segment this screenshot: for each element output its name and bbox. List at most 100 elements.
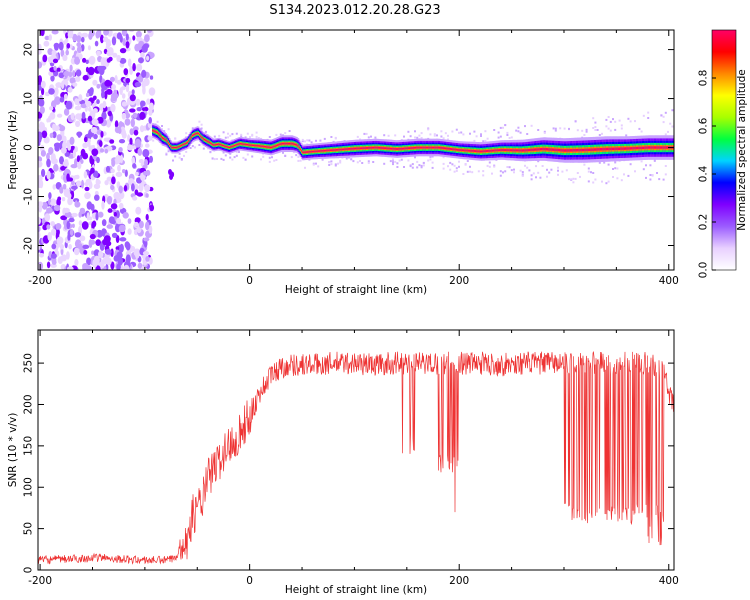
spectrogram-ridge-cell bbox=[232, 145, 235, 147]
spectrogram-ridge-cell bbox=[453, 148, 455, 151]
spectrogram-noise-point bbox=[143, 237, 150, 242]
spectrogram-halo-point bbox=[526, 166, 529, 169]
spectrogram-ridge-cell bbox=[527, 149, 530, 152]
spectrogram-halo-point bbox=[669, 122, 672, 125]
spectrogram-halo-point bbox=[596, 129, 599, 131]
spectrogram-ridge-cell bbox=[251, 144, 254, 146]
spectrogram-noise-point bbox=[93, 183, 101, 190]
snr-xtick-label: 0 bbox=[246, 575, 253, 587]
spectrogram-halo-point bbox=[603, 161, 606, 164]
spectrogram-noise-point bbox=[70, 112, 75, 121]
spectrogram-ridge-cell bbox=[542, 147, 544, 151]
spectrogram-noise-point bbox=[113, 211, 118, 217]
spectrogram-noise-point bbox=[88, 55, 96, 65]
spectrogram-ridge-cell bbox=[322, 150, 325, 152]
spectrogram-halo-point bbox=[530, 124, 533, 127]
spectrogram-noise-point bbox=[129, 137, 133, 146]
spectrogram-halo-point bbox=[191, 145, 194, 148]
spectrogram-halo-point bbox=[587, 167, 590, 170]
spectrogram-ridge-cell bbox=[244, 143, 247, 146]
spectrogram-ridge-cell bbox=[249, 144, 251, 146]
spectrogram-ridge-cell bbox=[452, 148, 454, 151]
spectrogram-halo-point bbox=[240, 135, 243, 138]
spectrogram-noise-point bbox=[95, 265, 101, 270]
spectrogram-halo-point bbox=[328, 161, 331, 164]
spectrogram-ridge-cell bbox=[459, 149, 461, 151]
spectrogram-noise-point bbox=[46, 158, 51, 168]
spectrogram-noise-point bbox=[100, 34, 104, 44]
spectrogram-halo-point bbox=[420, 132, 423, 135]
spectrogram-ridge-cell bbox=[559, 148, 561, 152]
spectrogram-ridge-cell bbox=[595, 148, 597, 151]
spectrogram-noise-point bbox=[121, 112, 127, 120]
spectrogram-halo-point bbox=[647, 111, 650, 114]
spectrogram-ridge-cell bbox=[545, 148, 548, 151]
spectrogram-noise-point bbox=[115, 246, 120, 251]
spectrogram-halo-point bbox=[634, 170, 636, 173]
spectrogram-ridge-cell bbox=[460, 149, 463, 151]
spectrogram-ridge-cell bbox=[187, 141, 189, 143]
spectrogram-noise-point bbox=[147, 122, 153, 129]
spectrogram-noise-point bbox=[40, 80, 46, 89]
spectrogram-ridge-cell bbox=[231, 145, 233, 148]
spectrogram-ridge-cell bbox=[273, 145, 275, 148]
spectrogram-ridge-cell bbox=[579, 148, 581, 152]
spectrogram-noise-point bbox=[92, 108, 98, 114]
spectrogram-noise-point bbox=[115, 210, 120, 219]
spectrogram-halo-point bbox=[442, 137, 445, 140]
spectrogram-halo-point bbox=[629, 163, 632, 166]
spectrogram-halo-point bbox=[656, 172, 658, 174]
spectrogram-halo-point bbox=[328, 164, 331, 166]
spectrogram-halo-point bbox=[482, 170, 485, 173]
spectrogram-ridge-cell bbox=[215, 143, 218, 146]
spectrogram-noise-point bbox=[39, 106, 45, 114]
spectrogram-ridge-cell bbox=[507, 149, 509, 152]
spectrogram-noise-point bbox=[74, 105, 82, 111]
spectrogram-ridge-cell bbox=[298, 146, 301, 149]
spectrogram-ridge-cell bbox=[519, 149, 521, 152]
spectrogram-noise-point bbox=[116, 54, 121, 62]
spectrogram-noise-point bbox=[59, 96, 65, 103]
spectrogram-ridge-cell bbox=[182, 144, 184, 146]
spectrogram-ridge-cell bbox=[512, 149, 514, 152]
spectrogram-halo-point bbox=[642, 168, 645, 171]
spectrogram-ridge-cell bbox=[275, 144, 278, 147]
spectrogram-halo-point bbox=[334, 164, 337, 167]
spectrogram-noise-point bbox=[124, 112, 131, 119]
spectrogram-noise-point bbox=[116, 251, 123, 259]
spectrogram-ridge-cell bbox=[381, 147, 383, 149]
spectrogram-halo-point bbox=[662, 115, 665, 118]
spectrogram-halo-point bbox=[576, 172, 579, 174]
spectrogram-ytick-label: -10 bbox=[23, 188, 35, 205]
spectrogram-noise-point bbox=[53, 65, 57, 71]
spectrogram-halo-point bbox=[521, 171, 524, 174]
spectrogram-noise-point bbox=[117, 164, 121, 172]
spectrogram-noise-point bbox=[77, 132, 82, 138]
spectrogram-noise-point bbox=[125, 77, 131, 84]
spectrogram-noise-point bbox=[91, 144, 95, 149]
spectrogram-halo-point bbox=[519, 169, 522, 172]
spectrogram-ridge-cell bbox=[593, 148, 596, 151]
spectrogram-halo-point bbox=[200, 127, 203, 130]
spectrogram-noise-point bbox=[46, 170, 51, 180]
spectrogram-ridge-cell bbox=[188, 140, 190, 142]
spectrogram-ridge-cell bbox=[191, 134, 194, 137]
spectrogram-halo-point bbox=[458, 165, 460, 168]
spectrogram-noise-point bbox=[148, 117, 152, 124]
spectrogram-noise-point bbox=[142, 149, 150, 158]
spectrogram-noise-point bbox=[111, 158, 116, 167]
spectrogram-ridge-cell bbox=[562, 149, 565, 152]
spectrogram-ridge-cell bbox=[247, 144, 249, 146]
spectrogram-halo-point bbox=[392, 161, 394, 164]
spectrogram-ridge-cell bbox=[217, 143, 219, 145]
spectrogram-ridge-cell bbox=[632, 147, 634, 150]
spectrogram-noise-point bbox=[62, 54, 68, 61]
spectrogram-ridge-cell bbox=[615, 147, 617, 150]
spectrogram-halo-point bbox=[453, 170, 456, 173]
spectrogram-ridge-cell bbox=[352, 147, 355, 150]
spectrogram-noise-point bbox=[138, 57, 144, 64]
spectrogram-ridge-cell bbox=[477, 150, 479, 153]
spectrogram-ridge-cell bbox=[290, 142, 292, 145]
spectrogram-halo-point bbox=[612, 118, 614, 121]
spectrogram-halo-point bbox=[420, 137, 423, 139]
